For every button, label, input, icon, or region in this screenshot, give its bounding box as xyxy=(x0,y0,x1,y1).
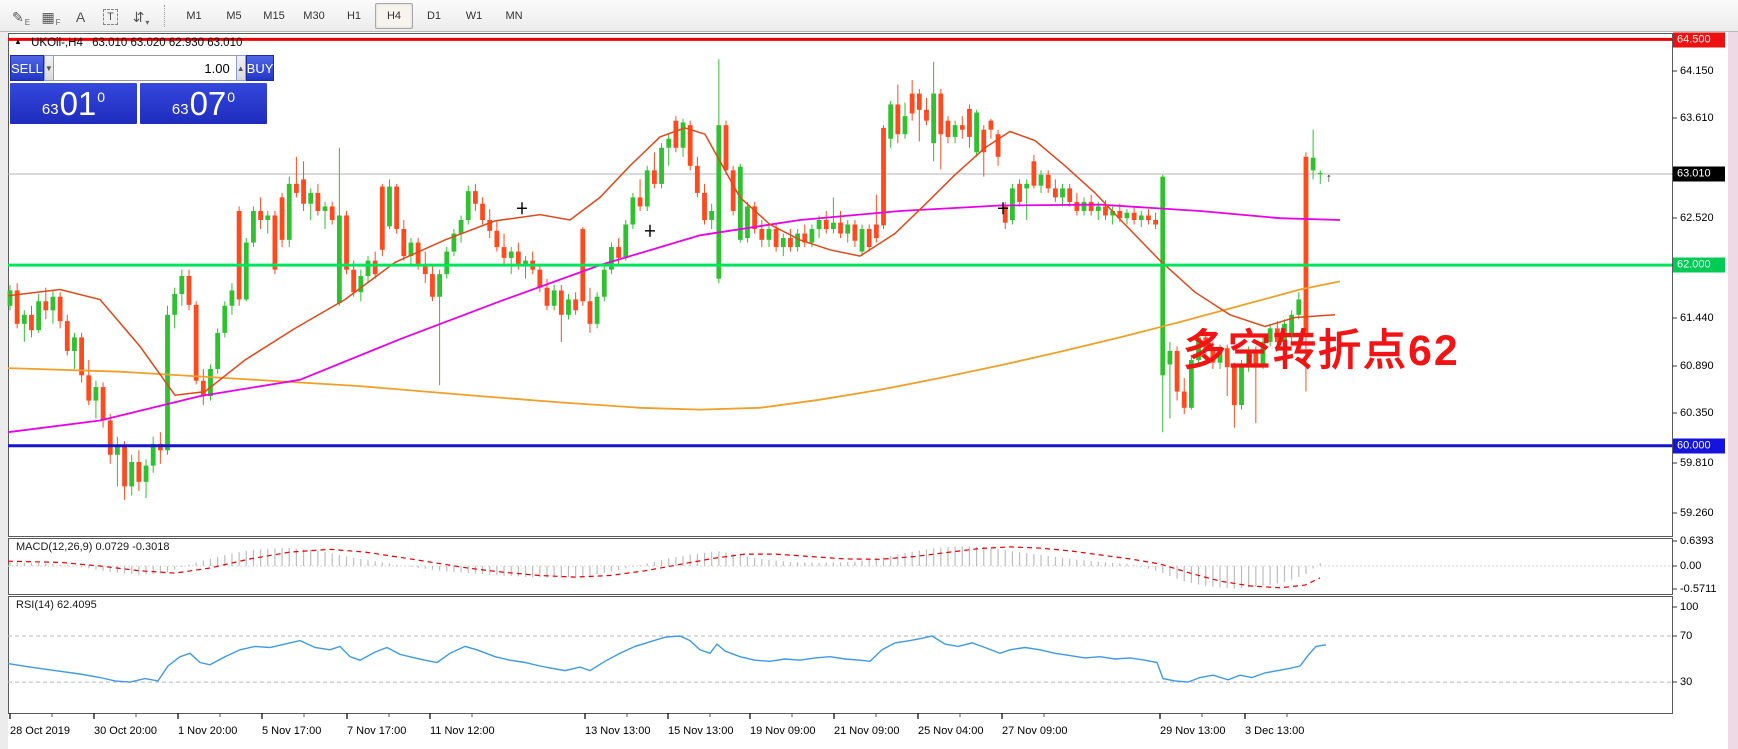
ma-red-line xyxy=(7,127,1336,396)
rsi-label: RSI(14) 62.4095 xyxy=(16,599,97,611)
bid-prefix: 63 xyxy=(41,101,59,118)
ohlc-values: 63.010 63.020 62.930 63.010 xyxy=(92,37,243,49)
price-axis-label: 60.350 xyxy=(1680,407,1714,419)
price-badge: 64.500 xyxy=(1673,32,1725,48)
sell-price-button[interactable]: 63 01 0 xyxy=(10,83,137,124)
rsi-line xyxy=(7,635,1327,683)
rsi-axis-label: 30 xyxy=(1680,676,1693,688)
candles-layer xyxy=(7,59,1323,500)
arrows-tool[interactable]: ⇵ ▾ xyxy=(132,8,150,27)
ask-main: 07 xyxy=(189,84,227,122)
rsi-axis-label: 70 xyxy=(1680,630,1693,642)
timeframe-m5[interactable]: M5 xyxy=(226,9,242,22)
date-label: 28 Oct 2019 xyxy=(10,725,70,737)
rsi-axis-label: 100 xyxy=(1680,601,1699,613)
panel-border xyxy=(8,33,1673,537)
price-axis-label: 59.810 xyxy=(1680,457,1714,469)
ellipse-draw-tool[interactable]: ✎ E xyxy=(11,8,31,27)
macd-label: MACD(12,26,9) 0.0729 -0.3018 xyxy=(16,541,170,553)
price-axis-label: 61.440 xyxy=(1680,312,1714,324)
timeframe-w1[interactable]: W1 xyxy=(465,9,483,22)
symbol-label: UKOil-,H4 xyxy=(31,37,83,49)
date-label: 15 Nov 13:00 xyxy=(668,725,734,737)
macd-axis-label: 0.00 xyxy=(1680,560,1702,572)
macd-signal-line xyxy=(7,546,1321,589)
date-label: 29 Nov 13:00 xyxy=(1160,725,1226,737)
volume-decrease-button[interactable]: ▼ xyxy=(43,55,54,81)
price-axis-label: 59.260 xyxy=(1680,507,1714,519)
macd-axis-label: 0.6393 xyxy=(1680,535,1714,547)
toolbar-separator xyxy=(164,4,166,27)
timeframe-group: M1 M5 M15 M30 H1 H4 D1 W1 MN xyxy=(174,2,534,29)
timeframe-mn[interactable]: MN xyxy=(505,9,523,22)
bid-main: 01 xyxy=(59,84,97,122)
price-badge: 62.000 xyxy=(1673,257,1725,273)
bid-pip: 0 xyxy=(97,88,106,105)
timeframe-d1[interactable]: D1 xyxy=(426,9,442,22)
toolbar: ✎ E ▦ F A T ⇵ ▾ M1 M5 M15 M30 H1 H4 D1 W1 MN xyxy=(0,0,1738,32)
date-label: 1 Nov 20:00 xyxy=(178,725,238,737)
buy-price-button[interactable]: 63 07 0 xyxy=(140,83,267,124)
ma-magenta-line xyxy=(7,203,1341,434)
text-label-tool[interactable]: T xyxy=(98,4,124,28)
price-badge: 63.010 xyxy=(1673,166,1725,182)
collapse-icon[interactable]: ▲ xyxy=(14,37,22,46)
ma-orange-line xyxy=(7,280,1341,411)
timeframe-m15[interactable]: M15 xyxy=(263,9,285,22)
date-label: 13 Nov 13:00 xyxy=(585,725,651,737)
chart-text-annotation: 多空转折点62 xyxy=(1183,327,1460,375)
one-click-trading-panel: SELL ▼ ▲ BUY 63 01 0 63 07 0 xyxy=(10,55,275,124)
fibonacci-tool[interactable]: ▦ F xyxy=(41,8,61,27)
price-axis-label: 62.520 xyxy=(1680,212,1714,224)
date-label: 3 Dec 13:00 xyxy=(1245,725,1305,737)
sell-button[interactable]: SELL xyxy=(10,55,44,81)
chart-title: ▲ UKOil-,H4 63.010 63.020 62.930 63.010 xyxy=(14,37,242,49)
macd-axis-label: -0.5711 xyxy=(1680,583,1717,595)
price-badge: 60.000 xyxy=(1673,438,1725,454)
date-label: 5 Nov 17:00 xyxy=(262,725,322,737)
up-arrow-marker: ↑ xyxy=(1326,171,1332,185)
timeframe-h1[interactable]: H1 xyxy=(346,9,362,22)
volume-input[interactable] xyxy=(53,55,236,81)
timeframe-m1[interactable]: M1 xyxy=(186,9,202,22)
price-axis-label: 63.610 xyxy=(1680,112,1714,124)
date-label: 11 Nov 12:00 xyxy=(430,725,495,737)
price-axis-label: 60.890 xyxy=(1680,360,1714,372)
price-axis-label: 64.150 xyxy=(1680,65,1714,77)
ask-prefix: 63 xyxy=(171,101,189,118)
date-label: 30 Oct 20:00 xyxy=(94,725,157,737)
date-label: 27 Nov 09:00 xyxy=(1002,725,1068,737)
ask-pip: 0 xyxy=(227,88,236,105)
drawing-tools-group: ✎ E ▦ F A T ⇵ ▾ xyxy=(6,4,156,28)
timeframe-h4[interactable]: H4 xyxy=(375,2,413,29)
date-label: 19 Nov 09:00 xyxy=(750,725,816,737)
panel-border xyxy=(8,596,1673,714)
volume-increase-button[interactable]: ▲ xyxy=(235,55,246,81)
date-label: 25 Nov 04:00 xyxy=(918,725,984,737)
date-label: 21 Nov 09:00 xyxy=(834,725,900,737)
timeframe-m30[interactable]: M30 xyxy=(303,9,325,22)
date-label: 7 Nov 17:00 xyxy=(347,725,407,737)
text-tool[interactable]: A xyxy=(75,8,86,25)
buy-button[interactable]: BUY xyxy=(245,55,275,81)
